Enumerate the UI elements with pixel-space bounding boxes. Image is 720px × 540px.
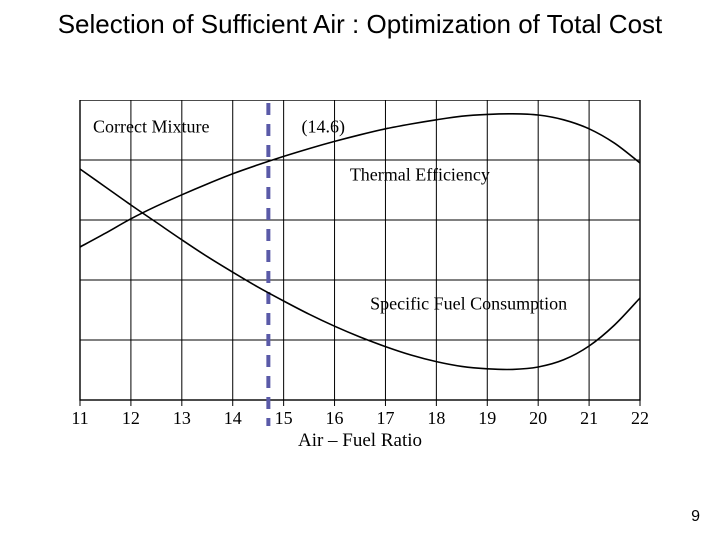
label-14-6: (14.6) (301, 117, 345, 138)
x-tick: 17 (376, 408, 394, 429)
x-axis-label: Air – Fuel Ratio (298, 430, 422, 452)
slide: Selection of Sufficient Air : Optimizati… (0, 0, 720, 540)
x-tick: 18 (427, 408, 445, 429)
x-tick: 13 (173, 408, 191, 429)
x-tick: 15 (275, 408, 293, 429)
label-specific-fuel-consumption: Specific Fuel Consumption (370, 294, 567, 315)
x-tick: 22 (631, 408, 649, 429)
chart-container: 11 12 13 14 15 16 17 18 19 20 21 22 Air – Fuel Rati… (70, 100, 650, 460)
x-tick: 20 (529, 408, 547, 429)
slide-title: Selection of Sufficient Air : Optimizati… (40, 8, 680, 41)
x-tick: 16 (326, 408, 344, 429)
x-tick: 12 (122, 408, 140, 429)
air-fuel-chart (70, 100, 650, 460)
page-number: 9 (691, 508, 700, 526)
x-tick: 14 (224, 408, 242, 429)
label-thermal-efficiency: Thermal Efficiency (350, 165, 490, 186)
x-tick: 11 (71, 408, 88, 429)
label-correct-mixture: Correct Mixture (93, 117, 209, 138)
x-tick: 21 (580, 408, 598, 429)
x-tick: 19 (478, 408, 496, 429)
